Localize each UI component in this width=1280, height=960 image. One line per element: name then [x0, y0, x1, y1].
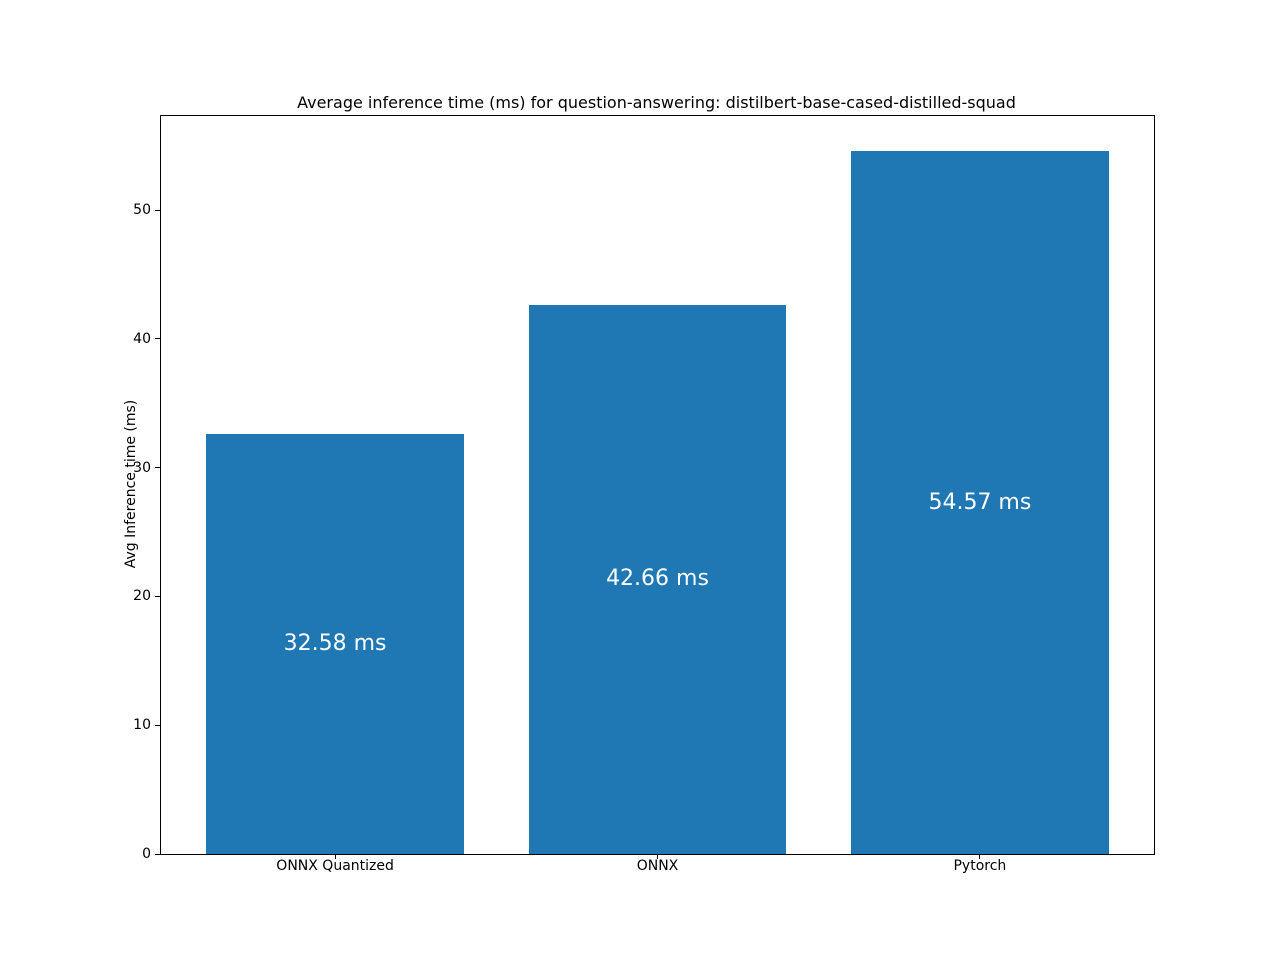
- bar-value-label: 32.58 ms: [283, 631, 387, 657]
- y-tick-label: 0: [142, 846, 151, 862]
- y-tick-mark: [155, 467, 160, 468]
- y-tick-label: 40: [133, 330, 151, 347]
- y-axis-label: Avg Inference time (ms): [123, 399, 139, 569]
- x-tick-label: Pytorch: [953, 858, 1007, 874]
- bar-value-label: 54.57 ms: [928, 489, 1032, 515]
- x-tick-label: ONNX: [636, 858, 679, 874]
- plot-area: 32.58 ms ONNX Quantized 42.66 ms ONNX 54.57 …: [133, 115, 1155, 874]
- y-tick-label: 10: [133, 717, 151, 734]
- bar-value-label: 42.66 ms: [606, 566, 709, 592]
- y-tick-label: 30: [133, 459, 151, 476]
- y-tick-mark: [155, 725, 160, 726]
- y-tick-mark: [155, 338, 160, 339]
- y-tick-mark: [155, 210, 160, 211]
- chart-title: Average inference time (ms) for question…: [297, 93, 1016, 112]
- bar: [206, 434, 465, 854]
- bar: [850, 151, 1109, 854]
- bar: [528, 304, 787, 854]
- x-tick-mark: [979, 854, 981, 859]
- x-tick-mark: [334, 854, 336, 859]
- y-tick-mark: [155, 854, 160, 855]
- x-tick-label: ONNX Quantized: [276, 858, 394, 874]
- y-tick-label: 50: [133, 202, 151, 219]
- x-tick-mark: [657, 854, 658, 859]
- y-tick-label: 20: [133, 588, 151, 605]
- y-tick-mark: [155, 596, 160, 597]
